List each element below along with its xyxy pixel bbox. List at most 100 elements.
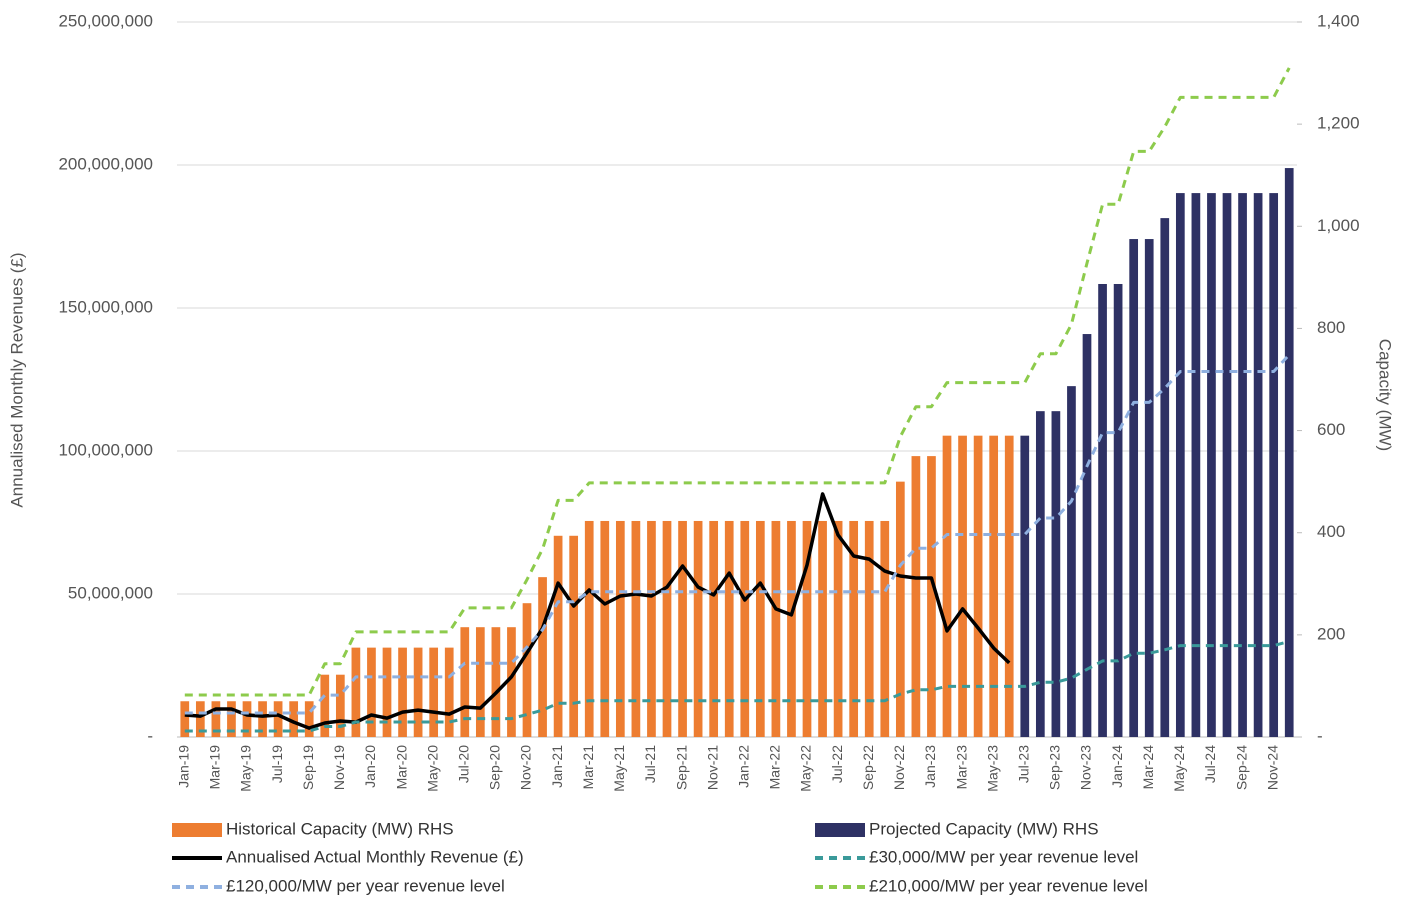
bar: [1004, 435, 1014, 737]
bar: [1082, 334, 1092, 737]
bar: [289, 701, 299, 737]
x-tick-label: May-24: [1171, 745, 1187, 792]
legend-label: Projected Capacity (MW) RHS: [869, 819, 1099, 838]
x-tick-label: Jan-23: [922, 745, 938, 788]
bar: [1269, 193, 1279, 737]
bar: [1067, 386, 1076, 737]
bar: [1191, 193, 1201, 737]
y2-tick-label: 1,000: [1317, 216, 1360, 235]
bar: [569, 535, 579, 737]
bar: [351, 647, 361, 737]
y-tick-label: 200,000,000: [58, 154, 153, 173]
x-tick-label: Jan-20: [362, 745, 378, 788]
bar: [989, 435, 999, 737]
x-tick-label: Sep-21: [673, 745, 689, 790]
bar: [1207, 193, 1216, 737]
bar: [647, 520, 656, 737]
x-tick-label: Jul-22: [829, 745, 845, 783]
bar: [444, 647, 454, 737]
x-tick-label: May-20: [424, 745, 440, 792]
x-tick-label: Sep-23: [1047, 745, 1063, 790]
y2-tick-label: -: [1317, 726, 1323, 745]
line-series: [184, 353, 1291, 715]
bar: [833, 520, 843, 737]
bar: [382, 647, 392, 737]
x-tick-label: Sep-20: [487, 745, 503, 790]
bar: [227, 701, 236, 737]
bar: [538, 577, 547, 737]
bar: [1238, 193, 1247, 737]
bar: [880, 520, 890, 737]
line-series: [184, 492, 1011, 730]
x-tick-label: Jan-19: [175, 745, 191, 788]
x-tick-label: Jul-24: [1202, 745, 1218, 783]
bar: [553, 535, 563, 737]
x-tick-label: Mar-24: [1140, 745, 1156, 790]
x-tick-label: Jan-24: [1109, 745, 1125, 788]
bar: [864, 520, 874, 737]
x-tick-label: Nov-20: [518, 745, 534, 790]
y-tick-label: 100,000,000: [58, 440, 153, 459]
y2-tick-label: 200: [1317, 624, 1345, 643]
legend-label: Historical Capacity (MW) RHS: [226, 819, 454, 838]
bar: [273, 701, 283, 737]
bar: [631, 520, 641, 737]
y-axis-title: Annualised Monthly Revenues (£): [7, 252, 26, 507]
line-series: [184, 639, 1290, 733]
bar: [429, 647, 439, 737]
x-tick-label: Sep-22: [860, 745, 876, 790]
bar: [911, 456, 921, 737]
x-tick-label: Sep-24: [1233, 745, 1249, 790]
bar: [1253, 193, 1263, 737]
bar: [1035, 411, 1045, 737]
x-tick-label: Jul-21: [642, 745, 658, 783]
bar: [662, 520, 672, 737]
bar: [1098, 283, 1107, 737]
x-tick-label: May-19: [238, 745, 254, 792]
bar: [958, 435, 967, 737]
bar: [413, 647, 423, 737]
bar: [320, 674, 330, 737]
legend-label: £210,000/MW per year revenue level: [869, 876, 1148, 895]
x-tick-label: Jul-19: [269, 745, 285, 783]
bar: [802, 520, 812, 737]
bar: [1129, 239, 1139, 737]
x-tick-label: Mar-20: [393, 745, 409, 790]
legend-label: £30,000/MW per year revenue level: [869, 847, 1138, 866]
bar: [1020, 435, 1030, 737]
bar: [973, 435, 983, 737]
bar: [927, 456, 936, 737]
bar: [584, 520, 594, 737]
bar: [398, 647, 407, 737]
y2-axis-title: Capacity (MW): [1376, 339, 1395, 451]
bar: [242, 701, 252, 737]
bar: [1144, 239, 1154, 737]
x-tick-label: Jan-21: [549, 745, 565, 788]
y2-tick-label: 800: [1317, 318, 1345, 337]
y2-tick-label: 400: [1317, 522, 1345, 541]
bar: [849, 520, 859, 737]
bar: [895, 481, 905, 737]
bar: [600, 520, 610, 737]
bar: [1222, 193, 1232, 737]
bar: [258, 701, 267, 737]
bar: [740, 520, 750, 737]
legend-swatch: [815, 823, 865, 837]
x-tick-label: Mar-19: [207, 745, 223, 790]
x-tick-label: Nov-24: [1264, 745, 1280, 790]
x-tick-label: Nov-23: [1078, 745, 1094, 790]
bar: [942, 435, 952, 737]
x-tick-label: May-22: [798, 745, 814, 792]
bar: [615, 520, 625, 737]
bar: [335, 674, 345, 737]
x-tick-label: Mar-23: [953, 745, 969, 790]
bar: [709, 520, 719, 737]
x-tick-label: May-21: [611, 745, 627, 792]
y2-tick-label: 1,400: [1317, 11, 1360, 30]
bar: [304, 701, 314, 737]
x-tick-label: Mar-22: [767, 745, 783, 790]
x-tick-label: Sep-19: [300, 745, 316, 790]
x-tick-label: Nov-19: [331, 745, 347, 790]
bar: [195, 701, 205, 737]
